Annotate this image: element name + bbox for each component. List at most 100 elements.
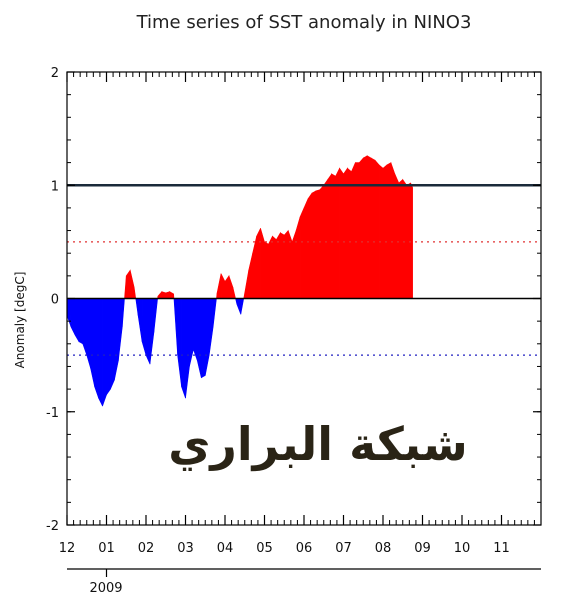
positive-anomaly-segment [386, 162, 392, 299]
positive-anomaly-segment [315, 189, 321, 299]
positive-anomaly-segment [280, 232, 285, 299]
positive-anomaly-segment [228, 275, 234, 299]
negative-anomaly-segment [181, 298, 186, 399]
y-tick-label: -1 [46, 406, 59, 421]
positive-anomaly-segment [351, 162, 356, 299]
y-tick-label: 1 [51, 179, 59, 194]
y-tick-label: 0 [51, 293, 59, 308]
negative-anomaly-segment [114, 298, 119, 381]
positive-anomaly-segment [359, 157, 364, 299]
positive-anomaly-segment [299, 207, 305, 299]
negative-anomaly-segment [208, 298, 214, 356]
negative-anomaly-segment [236, 298, 242, 315]
negative-anomaly-segment [204, 298, 210, 376]
axis-ticks [66, 71, 541, 577]
x-tick-label: 02 [138, 541, 155, 556]
x-tick-label: 09 [414, 541, 431, 556]
positive-anomaly-segment [283, 229, 289, 299]
positive-anomaly-segment [410, 182, 413, 299]
positive-anomaly-segment [339, 167, 344, 299]
positive-anomaly-segment [248, 253, 253, 299]
positive-anomaly-segment [216, 273, 222, 299]
x-tick-label: 03 [177, 541, 194, 556]
positive-anomaly-segment [232, 287, 236, 299]
negative-anomaly-segment [86, 298, 91, 369]
positive-anomaly-segment [370, 157, 376, 299]
positive-anomaly-segment [311, 190, 317, 299]
negative-anomaly-segment [98, 298, 103, 407]
positive-anomaly-segment [276, 231, 281, 299]
x-tick-label: 11 [493, 541, 510, 556]
positive-anomaly-segment [402, 178, 407, 299]
negative-anomaly-segment [78, 298, 84, 345]
x-tick-label: 04 [217, 541, 234, 556]
positive-anomaly-segment [327, 172, 332, 299]
positive-anomaly-segment [362, 155, 368, 299]
watermark-text: شبكة البراري [168, 417, 468, 471]
year-label: 2009 [89, 581, 122, 596]
positive-anomaly-segment [220, 273, 226, 299]
positive-anomaly-segment [323, 178, 328, 299]
negative-anomaly-segment [74, 298, 80, 343]
negative-anomaly-segment [141, 298, 147, 356]
negative-anomaly-segment [110, 298, 115, 390]
positive-anomaly-segment [398, 178, 404, 299]
y-tick-label: -2 [46, 519, 59, 534]
x-tick-label: 12 [59, 541, 76, 556]
negative-anomaly-segment [153, 298, 158, 333]
negative-anomaly-segment [193, 298, 198, 361]
negative-anomaly-segment [90, 298, 95, 387]
x-tick-label: 06 [296, 541, 313, 556]
x-tick-label: 05 [256, 541, 273, 556]
negative-anomaly-segment [212, 298, 217, 327]
positive-anomaly-segment [260, 228, 265, 299]
negative-anomaly-segment [94, 298, 99, 399]
negative-anomaly-segment [149, 298, 155, 365]
positive-anomaly-segment [307, 192, 313, 299]
x-tick-label: 01 [98, 541, 115, 556]
negative-anomaly-segment [118, 298, 123, 361]
positive-anomaly-segment [256, 228, 261, 299]
positive-anomaly-segment [355, 162, 360, 299]
positive-anomaly-segment [161, 291, 167, 299]
x-tick-label: 10 [454, 541, 471, 556]
positive-anomaly-segment [244, 270, 249, 299]
negative-anomaly-segment [70, 298, 76, 335]
positive-anomaly-segment [133, 287, 137, 299]
negative-anomaly-segment [177, 298, 182, 387]
positive-anomaly-segment [129, 270, 135, 299]
positive-anomaly-segment [157, 290, 163, 299]
axis-tick-labels: 210-1-212 01 02 03 04 05 06 07 08 09 10 11 [46, 66, 510, 556]
positive-anomaly-segment [347, 167, 352, 299]
positive-anomaly-segment [295, 216, 301, 299]
negative-anomaly-segment [82, 298, 88, 356]
positive-anomaly-segment [287, 230, 293, 299]
negative-anomaly-segment [102, 298, 107, 407]
positive-anomaly-segment [331, 173, 336, 299]
positive-anomaly-segment [303, 198, 309, 299]
plot-area [66, 71, 542, 526]
y-tick-label: 2 [51, 66, 59, 81]
x-tick-label: 07 [335, 541, 352, 556]
negative-anomaly-segment [173, 298, 178, 356]
positive-anomaly-segment [343, 167, 348, 299]
chart-title: Time series of SST anomaly in NINO3 [136, 12, 472, 33]
negative-anomaly-segment [137, 298, 143, 342]
positive-anomaly-segment [406, 182, 411, 299]
positive-anomaly-segment [264, 241, 269, 299]
positive-anomaly-segment [335, 168, 340, 299]
positive-anomaly-segment [394, 173, 400, 299]
y-axis-label: Anomaly [degC] [13, 272, 27, 369]
negative-anomaly-segment [106, 298, 111, 396]
negative-anomaly-segment [197, 298, 202, 378]
negative-anomaly-segment [135, 298, 139, 316]
negative-anomaly-segment [201, 298, 206, 379]
positive-anomaly-segment [165, 291, 170, 299]
positive-anomaly-segment [374, 159, 380, 299]
positive-anomaly-segment [291, 230, 297, 299]
negative-anomaly-segment [185, 298, 190, 399]
positive-anomaly-segment [169, 291, 174, 299]
positive-anomaly-segment [125, 269, 131, 299]
negative-anomaly-segment [122, 298, 125, 327]
